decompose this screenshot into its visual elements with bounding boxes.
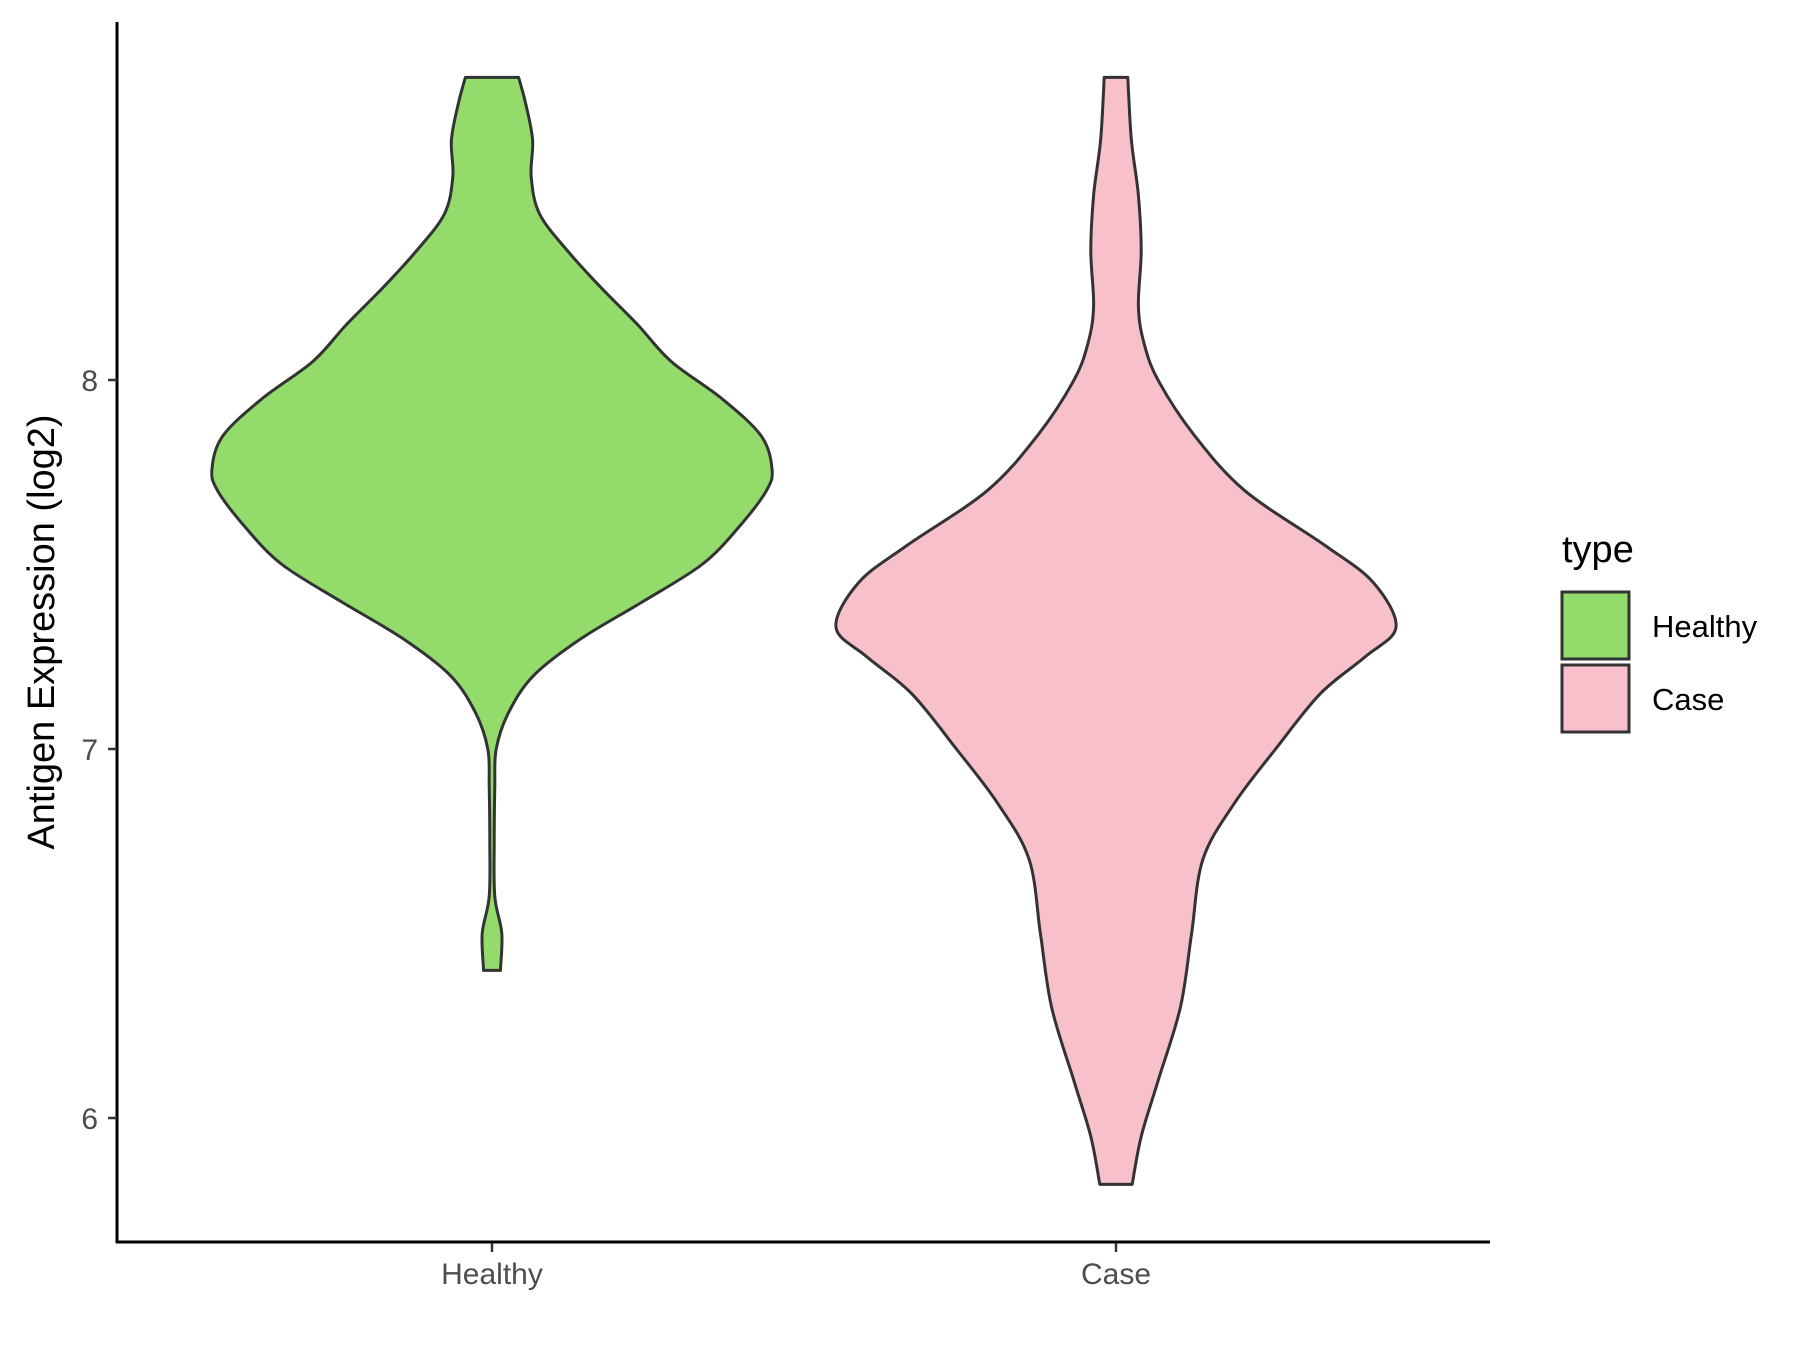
x-tick-label-healthy: Healthy	[441, 1258, 543, 1291]
x-tick-label-case: Case	[1081, 1258, 1151, 1291]
y-ticks: 6 7 8	[81, 365, 117, 1136]
legend-swatch-healthy	[1560, 590, 1631, 661]
y-tick-label-7: 7	[81, 734, 98, 767]
y-tick-label-6: 6	[81, 1103, 98, 1136]
legend: type Healthy Case	[1560, 529, 1758, 734]
legend-swatch-case	[1560, 663, 1631, 734]
legend-title: type	[1562, 529, 1634, 571]
plot-area	[210, 75, 1398, 1186]
axes: 6 7 8 Healthy Case Antigen Expression (log2…	[21, 22, 1490, 1291]
y-tick-label-8: 8	[81, 365, 98, 398]
legend-entries: Healthy Case	[1560, 590, 1758, 734]
legend-label-healthy: Healthy	[1652, 609, 1758, 644]
y-axis-title: Antigen Expression (log2)	[21, 414, 63, 849]
x-ticks: Healthy Case	[441, 1243, 1151, 1291]
violin-case	[834, 75, 1398, 1186]
legend-label-case: Case	[1652, 682, 1724, 717]
violin-healthy	[210, 75, 774, 972]
